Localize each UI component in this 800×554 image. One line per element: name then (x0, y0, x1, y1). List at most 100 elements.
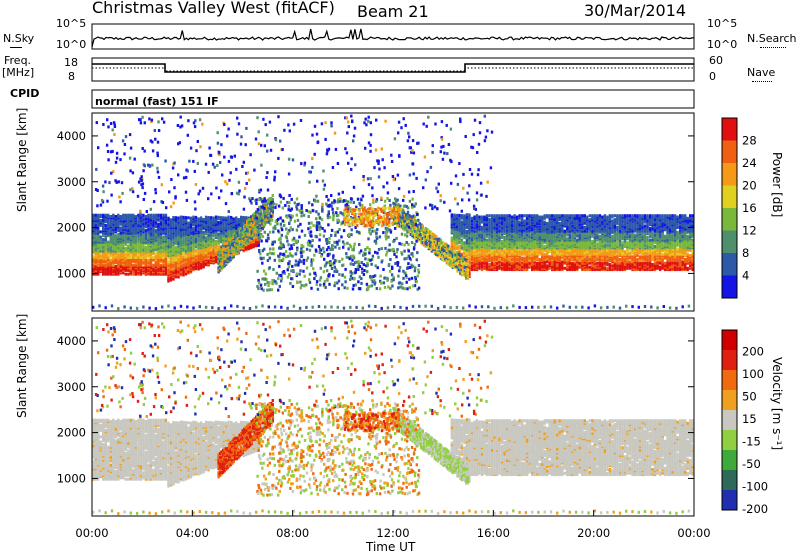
power-cell (127, 213, 130, 217)
power-cell (144, 221, 148, 225)
power-cell (149, 243, 153, 247)
freq-tick-bottom: 8 (68, 70, 75, 83)
power-cell (169, 240, 173, 244)
power-cell (139, 256, 143, 259)
power-cell (626, 223, 629, 227)
power-cell (214, 250, 218, 254)
power-cell (112, 252, 115, 256)
power-cell (107, 220, 110, 224)
power-cell (603, 250, 607, 254)
power-cell (147, 258, 150, 262)
power-cell (129, 245, 132, 249)
power-cell (139, 272, 143, 276)
power-cell (177, 242, 180, 246)
power-cell (122, 213, 125, 217)
power-cell (576, 263, 579, 266)
power-cell (460, 214, 464, 218)
power-cell (480, 247, 484, 251)
power-cell (99, 235, 102, 239)
power-cell (488, 218, 491, 222)
power-cell (204, 232, 208, 236)
power-cell (611, 242, 614, 246)
power-cell (199, 229, 203, 233)
power-cell (124, 234, 127, 238)
power-cell (147, 247, 150, 250)
power-cell (566, 237, 569, 241)
power-cell (581, 250, 584, 254)
power-cell (189, 216, 193, 220)
power-cell (513, 223, 516, 227)
power-cell (182, 264, 185, 268)
power-cell (591, 263, 594, 266)
power-cell (124, 272, 127, 276)
power-cell (623, 250, 627, 254)
power-cell (164, 244, 168, 248)
power-cell (525, 214, 529, 218)
power-cell (149, 213, 153, 217)
power-cell (616, 239, 619, 243)
power-cell (177, 235, 180, 239)
power-cell (97, 213, 100, 217)
power-cell (97, 226, 100, 230)
power-cell (182, 231, 185, 235)
power-cell (202, 224, 205, 228)
power-cell (556, 242, 559, 246)
power-cell (523, 246, 526, 250)
power-cell (618, 257, 622, 261)
power-cell (520, 214, 524, 218)
power-cell (172, 233, 175, 237)
power-cell (99, 252, 102, 256)
power-cell (548, 224, 551, 228)
power-cell (548, 255, 551, 259)
power-cell (212, 243, 215, 247)
power-cell (606, 266, 609, 270)
power-cell (598, 234, 602, 238)
power-cell (551, 223, 554, 227)
power-cell (154, 223, 158, 227)
power-cell (468, 236, 471, 240)
power-cell (571, 232, 574, 236)
power-cell (187, 257, 190, 261)
power-cell (553, 233, 556, 237)
power-cell (137, 241, 140, 245)
power-cell (164, 268, 168, 272)
power-cell (498, 214, 501, 218)
power-cell (152, 256, 155, 259)
power-cell (520, 219, 524, 223)
power-cell (528, 233, 531, 237)
power-cell (182, 251, 185, 255)
frequency-trace (92, 63, 694, 73)
power-cell (122, 240, 125, 244)
freq-panel (91, 57, 695, 82)
power-cell (531, 238, 534, 242)
power-cell (114, 240, 117, 244)
power-cell (576, 224, 579, 228)
noise-tick-top: 10^5 (56, 17, 87, 30)
power-cell (99, 249, 102, 253)
noise-tick-bottom: 10^0 (56, 38, 87, 51)
power-cell (616, 261, 619, 265)
power-cell (573, 247, 576, 251)
power-cell (114, 234, 117, 238)
power-cell (473, 256, 476, 260)
power-cell (162, 213, 165, 217)
power-cell (124, 240, 127, 244)
power-cell (147, 243, 150, 247)
power-cell (618, 241, 622, 245)
power-cell (608, 230, 612, 234)
power-cell (571, 234, 574, 238)
power-cell (493, 214, 496, 218)
power-cell (563, 214, 566, 218)
power-cell (603, 261, 607, 265)
power-cell (611, 264, 614, 268)
power-cell (531, 230, 534, 234)
power-cell (144, 245, 148, 249)
power-cell (561, 214, 564, 218)
power-cell (222, 216, 225, 220)
power-cell (458, 217, 461, 221)
power-cell (187, 216, 190, 220)
power-cell (154, 252, 158, 256)
power-cell (109, 235, 112, 239)
power-cell (571, 242, 574, 246)
power-cell (551, 248, 554, 252)
